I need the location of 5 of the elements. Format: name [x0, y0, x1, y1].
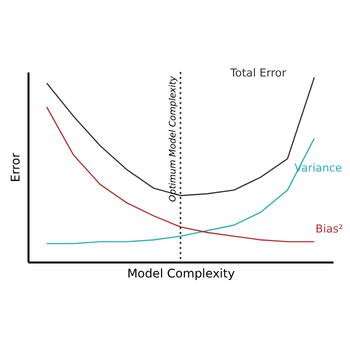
x-axis-title: Model Complexity	[127, 266, 235, 280]
annotation: Optimum Model Complexity	[168, 75, 178, 202]
text: Total Error	[229, 66, 287, 80]
series-label: Bias²	[316, 222, 344, 236]
y-axis-title: Error	[8, 152, 22, 182]
